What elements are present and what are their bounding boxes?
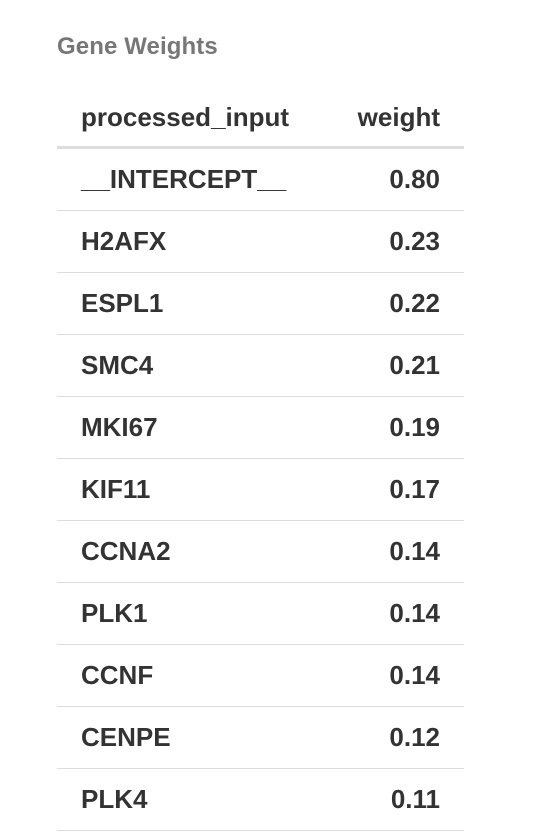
gene-name-cell: CCNF [57,644,323,707]
gene-name-cell: PLK4 [57,768,323,831]
weight-cell: 0.12 [323,706,464,769]
column-header-weight: weight [323,88,464,149]
weight-cell: 0.19 [323,396,464,459]
table-row: SMC4 0.21 [57,334,464,397]
header-row: processed_input weight [57,88,464,149]
table-row: H2AFX 0.23 [57,210,464,273]
gene-name-cell: PLK1 [57,582,323,645]
gene-name-cell: KIF11 [57,458,323,521]
gene-name-cell: MKI67 [57,396,323,459]
weight-cell: 0.17 [323,458,464,521]
gene-name-cell: SMC4 [57,334,323,397]
weight-cell: 0.23 [323,210,464,273]
table-row: KIF11 0.17 [57,458,464,521]
table-row: PLK1 0.14 [57,582,464,645]
gene-name-cell: CCNA2 [57,520,323,583]
weight-cell: 0.21 [323,334,464,397]
table-body: __INTERCEPT__ 0.80 H2AFX 0.23 ESPL1 0.22… [57,147,464,831]
column-header-processed-input: processed_input [57,88,323,149]
weight-cell: 0.22 [323,272,464,335]
table-caption: Gene Weights [57,33,218,60]
gene-name-cell: H2AFX [57,210,323,273]
weight-cell: 0.14 [323,644,464,707]
table-row: CENPE 0.12 [57,706,464,769]
weight-cell: 0.11 [323,768,464,831]
gene-name-cell: __INTERCEPT__ [57,147,323,211]
table-row: ESPL1 0.22 [57,272,464,335]
gene-name-cell: CENPE [57,706,323,769]
gene-weights-table: processed_input weight __INTERCEPT__ 0.8… [57,88,464,831]
gene-name-cell: ESPL1 [57,272,323,335]
table-row: MKI67 0.19 [57,396,464,459]
table-header: processed_input weight [57,88,464,149]
table-row: __INTERCEPT__ 0.80 [57,147,464,211]
weight-cell: 0.14 [323,520,464,583]
weight-cell: 0.80 [323,147,464,211]
weight-cell: 0.14 [323,582,464,645]
table-row: CCNA2 0.14 [57,520,464,583]
table-row: CCNF 0.14 [57,644,464,707]
table-row: PLK4 0.11 [57,768,464,831]
